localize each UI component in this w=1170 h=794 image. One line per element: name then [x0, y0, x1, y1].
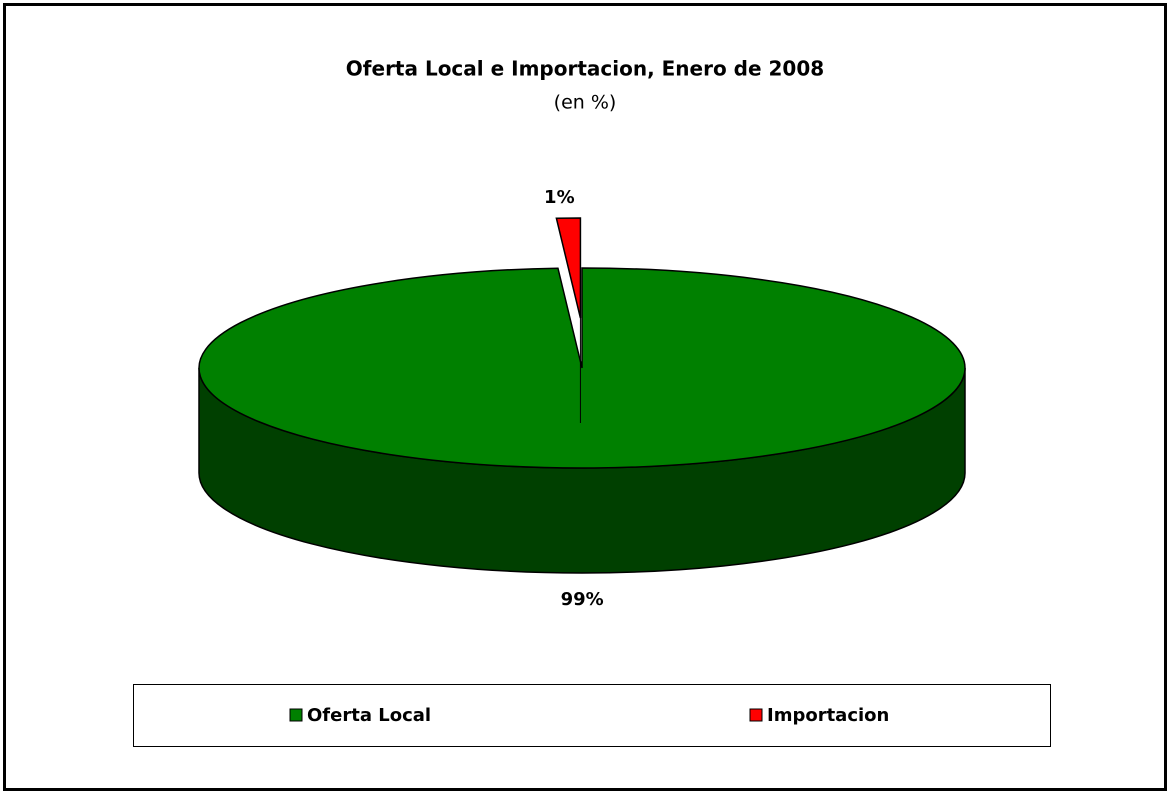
data-label: 1% [544, 187, 575, 208]
legend [133, 684, 1051, 747]
legend-swatch [749, 708, 763, 722]
legend-label: Oferta Local [307, 705, 431, 726]
legend-label: Importacion [767, 705, 889, 726]
data-label: 99% [561, 589, 604, 610]
chart-subtitle: (en %) [554, 92, 617, 114]
slice [555, 217, 582, 319]
slice [198, 267, 966, 469]
legend-swatch [289, 708, 303, 722]
chart-title: Oferta Local e Importacion, Enero de 200… [346, 57, 824, 81]
